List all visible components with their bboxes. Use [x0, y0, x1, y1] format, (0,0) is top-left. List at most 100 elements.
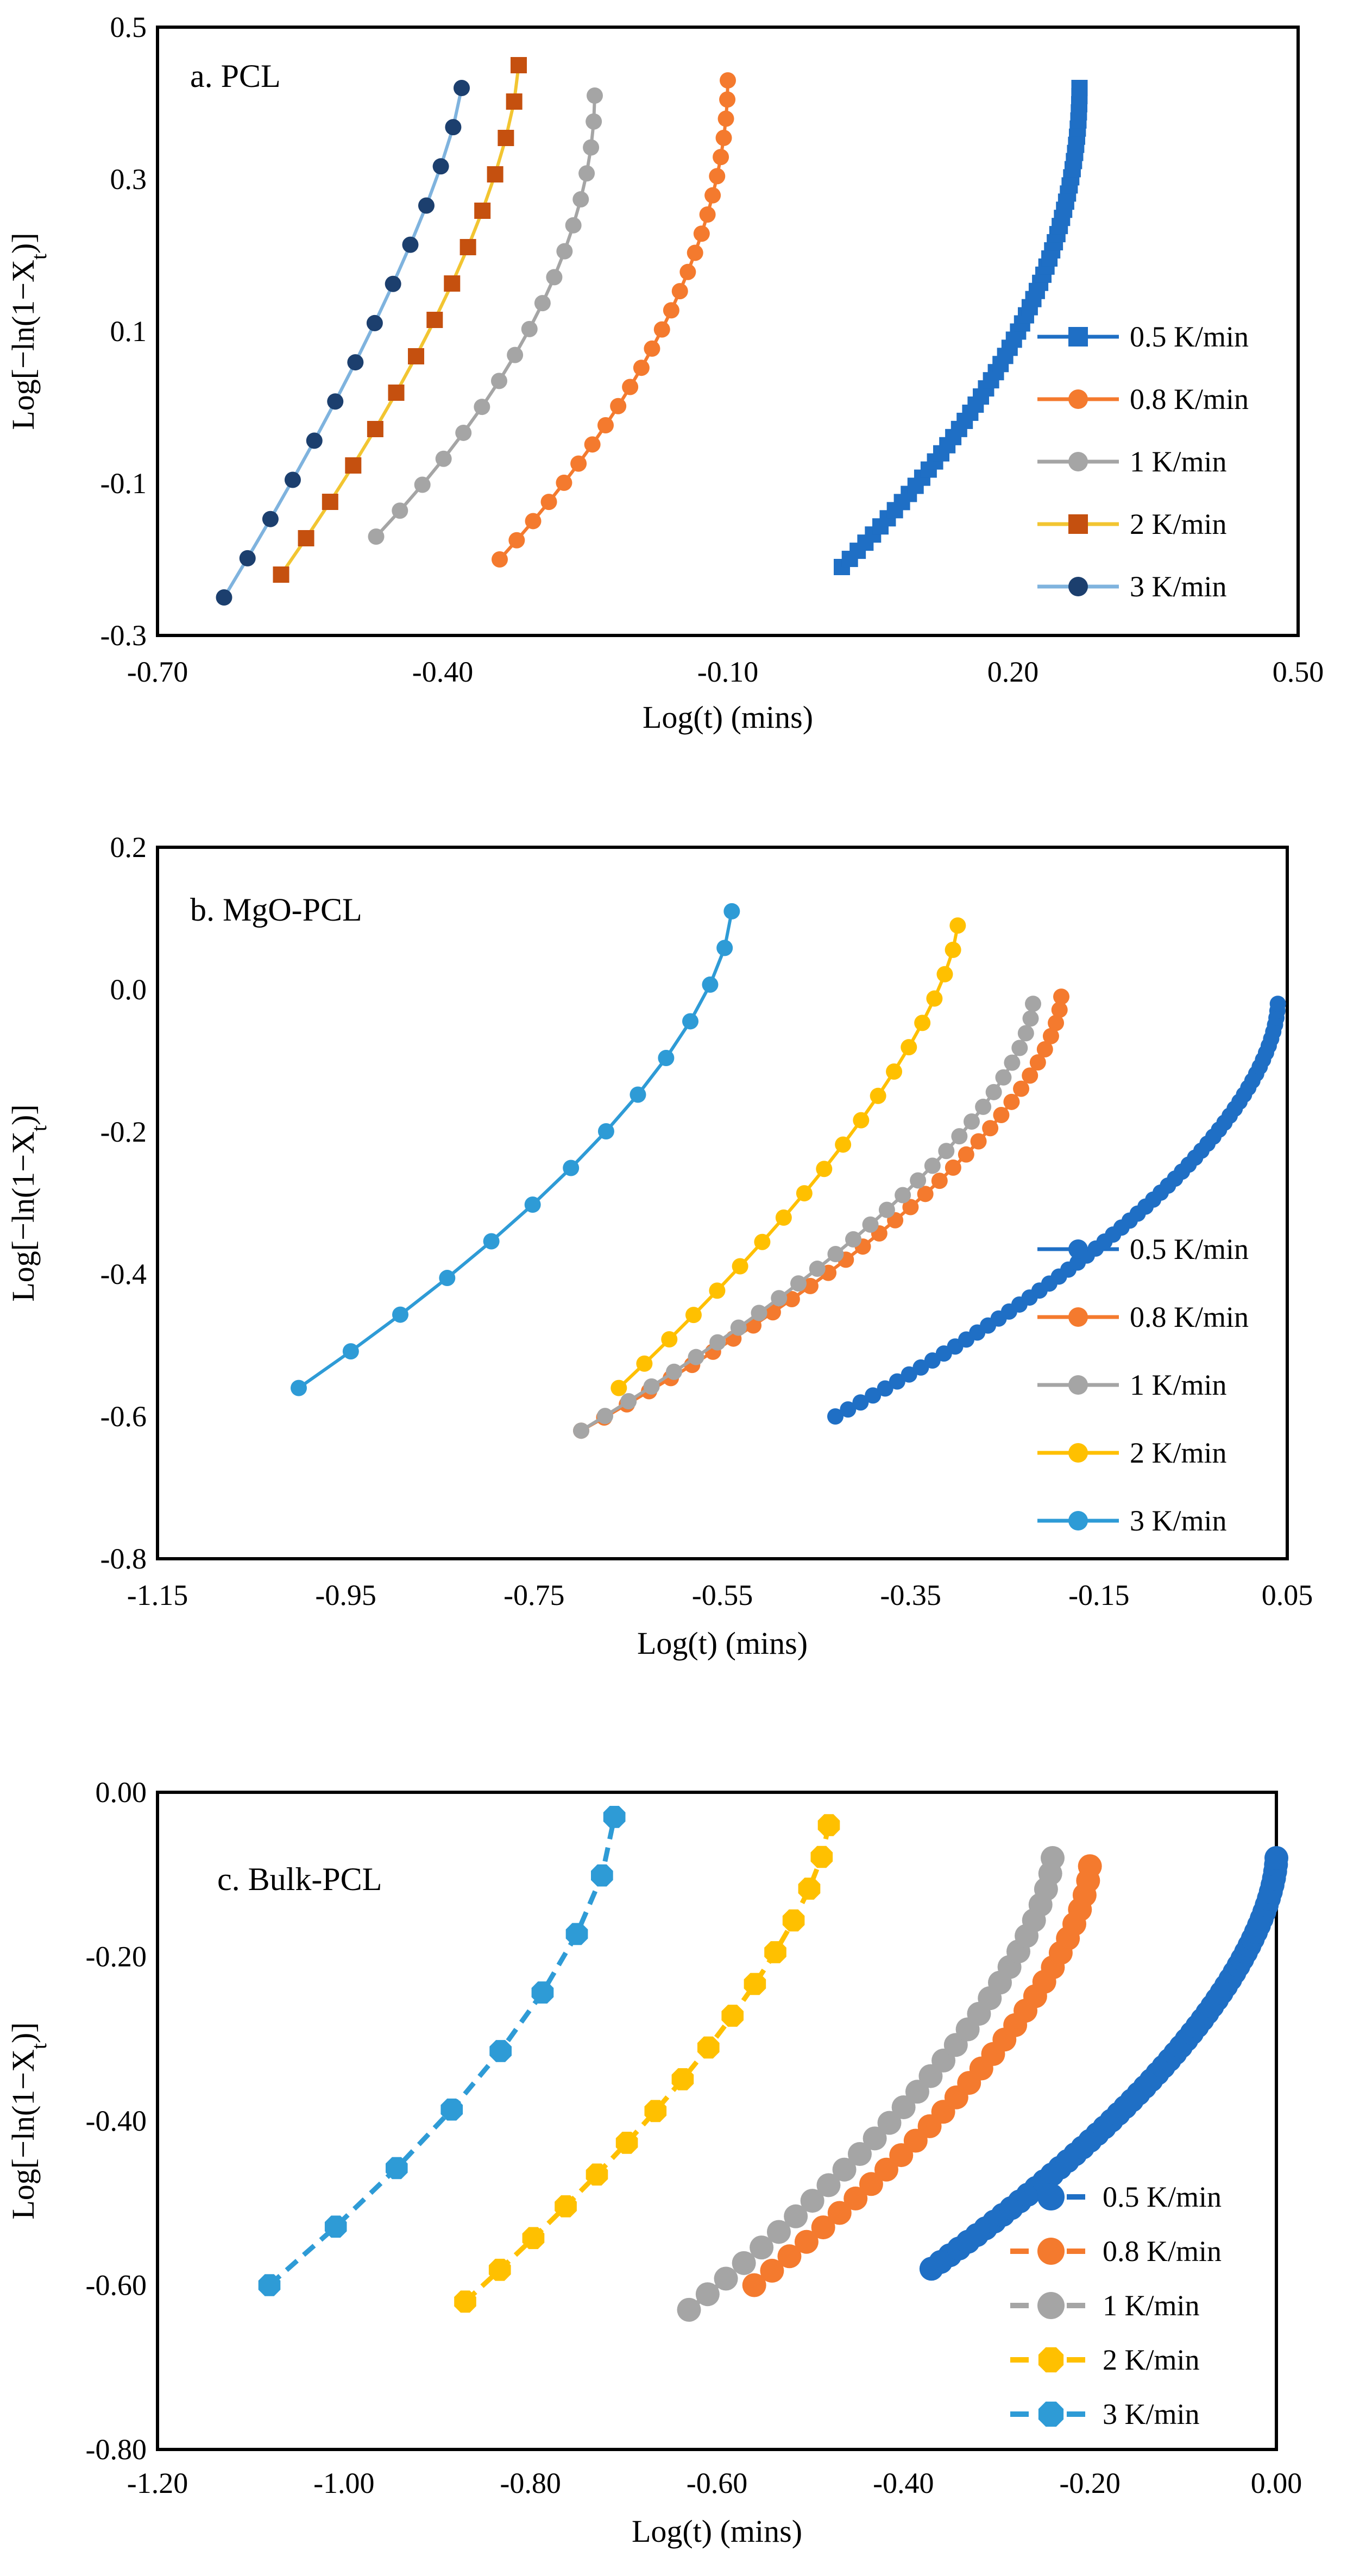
- series-2: [573, 988, 1069, 1439]
- y-tick-label: 0.5: [110, 11, 147, 43]
- data-point: [847, 2142, 872, 2166]
- legend-label: 3 K/min: [1130, 1504, 1227, 1537]
- data-point: [685, 1307, 702, 1324]
- data-point: [938, 1143, 955, 1160]
- data-point: [891, 2095, 916, 2119]
- data-point: [1013, 1080, 1030, 1097]
- series-4: [610, 917, 966, 1396]
- legend-label: 0.5 K/min: [1130, 1233, 1249, 1265]
- data-point: [816, 2173, 841, 2197]
- data-point: [506, 93, 523, 110]
- data-point: [474, 203, 491, 219]
- data-point: [622, 379, 639, 395]
- series-line: [375, 95, 596, 538]
- data-point: [905, 2080, 929, 2104]
- data-point: [522, 2227, 545, 2250]
- x-tick-label: -0.80: [500, 2467, 561, 2499]
- data-point: [1264, 1846, 1288, 1870]
- data-point: [709, 1334, 726, 1351]
- data-point: [610, 1380, 627, 1396]
- data-point: [827, 1408, 844, 1425]
- data-point: [687, 244, 703, 261]
- data-point: [454, 2290, 476, 2313]
- data-point: [633, 360, 650, 376]
- data-point: [949, 917, 966, 934]
- data-point: [845, 1231, 862, 1248]
- legend-label: 2 K/min: [1103, 2344, 1200, 2376]
- data-point: [945, 1159, 961, 1176]
- data-point: [995, 1069, 1012, 1086]
- legend-marker: [1037, 2292, 1065, 2319]
- series-line: [280, 65, 520, 576]
- legend-label: 0.5 K/min: [1130, 320, 1249, 353]
- x-tick-label: -0.55: [692, 1579, 753, 1611]
- legend-label: 0.5 K/min: [1103, 2181, 1222, 2213]
- data-point: [414, 476, 431, 493]
- data-point: [440, 2098, 463, 2121]
- x-tick-label: -0.15: [1068, 1579, 1129, 1611]
- data-point: [970, 1133, 987, 1150]
- data-point: [498, 130, 514, 146]
- series-1: [919, 1846, 1288, 2281]
- data-point: [644, 2100, 667, 2122]
- data-point: [426, 312, 443, 328]
- data-point: [730, 1319, 747, 1336]
- series-4: [273, 57, 527, 583]
- x-tick-label: -0.20: [1059, 2467, 1120, 2499]
- data-point: [615, 2132, 638, 2154]
- legend-marker: [1068, 452, 1088, 471]
- x-tick-label: -0.10: [697, 656, 758, 688]
- data-point: [917, 1186, 934, 1202]
- x-tick-label: -1.15: [127, 1579, 188, 1611]
- data-point: [663, 302, 679, 319]
- data-point: [809, 1261, 826, 1277]
- data-point: [653, 321, 670, 338]
- data-point: [610, 398, 627, 414]
- series-3: [677, 1846, 1065, 2322]
- data-point: [367, 421, 383, 437]
- legend-marker: [1068, 577, 1088, 596]
- data-point: [284, 471, 301, 488]
- data-point: [945, 941, 961, 958]
- data-point: [1003, 1093, 1020, 1110]
- data-point: [439, 1270, 456, 1287]
- plot-frame: [156, 1791, 1278, 2451]
- data-point: [816, 1161, 833, 1177]
- legend-marker: [1068, 514, 1088, 534]
- y-axis-label-sub: t: [27, 254, 51, 260]
- y-tick-label: -0.3: [100, 619, 147, 652]
- data-point: [630, 1086, 646, 1103]
- x-tick-label: -1.20: [127, 2467, 188, 2499]
- data-point: [732, 1258, 748, 1275]
- legend-label: 3 K/min: [1130, 570, 1227, 603]
- data-point: [386, 2157, 408, 2180]
- data-point: [661, 1331, 678, 1347]
- y-tick-label: 0.2: [110, 831, 147, 864]
- data-point: [347, 354, 364, 371]
- data-point: [963, 1113, 980, 1130]
- data-point: [1022, 1010, 1039, 1027]
- data-point: [859, 2172, 883, 2196]
- data-point: [565, 217, 582, 234]
- series-line: [298, 911, 734, 1390]
- panel-title: b. MgO-PCL: [190, 892, 362, 928]
- data-point: [750, 2235, 774, 2260]
- data-point: [693, 225, 710, 242]
- series-line: [687, 1857, 1055, 2312]
- x-tick-label: -0.40: [412, 656, 473, 688]
- legend-marker: [1068, 1375, 1088, 1395]
- data-point: [679, 263, 696, 280]
- data-point: [716, 940, 733, 956]
- legend-marker: [1068, 1307, 1088, 1327]
- series-2: [492, 72, 736, 568]
- data-point: [878, 1201, 895, 1218]
- legend-marker: [1068, 1511, 1088, 1531]
- data-point: [720, 72, 736, 89]
- plot-frame: [156, 26, 1300, 637]
- data-point: [810, 1846, 833, 1868]
- y-axis-label: Log[−ln(1−Xt)]: [5, 1104, 51, 1301]
- data-point: [985, 1084, 1002, 1100]
- data-point: [1053, 988, 1069, 1005]
- data-point: [717, 110, 734, 127]
- data-point: [931, 1173, 948, 1189]
